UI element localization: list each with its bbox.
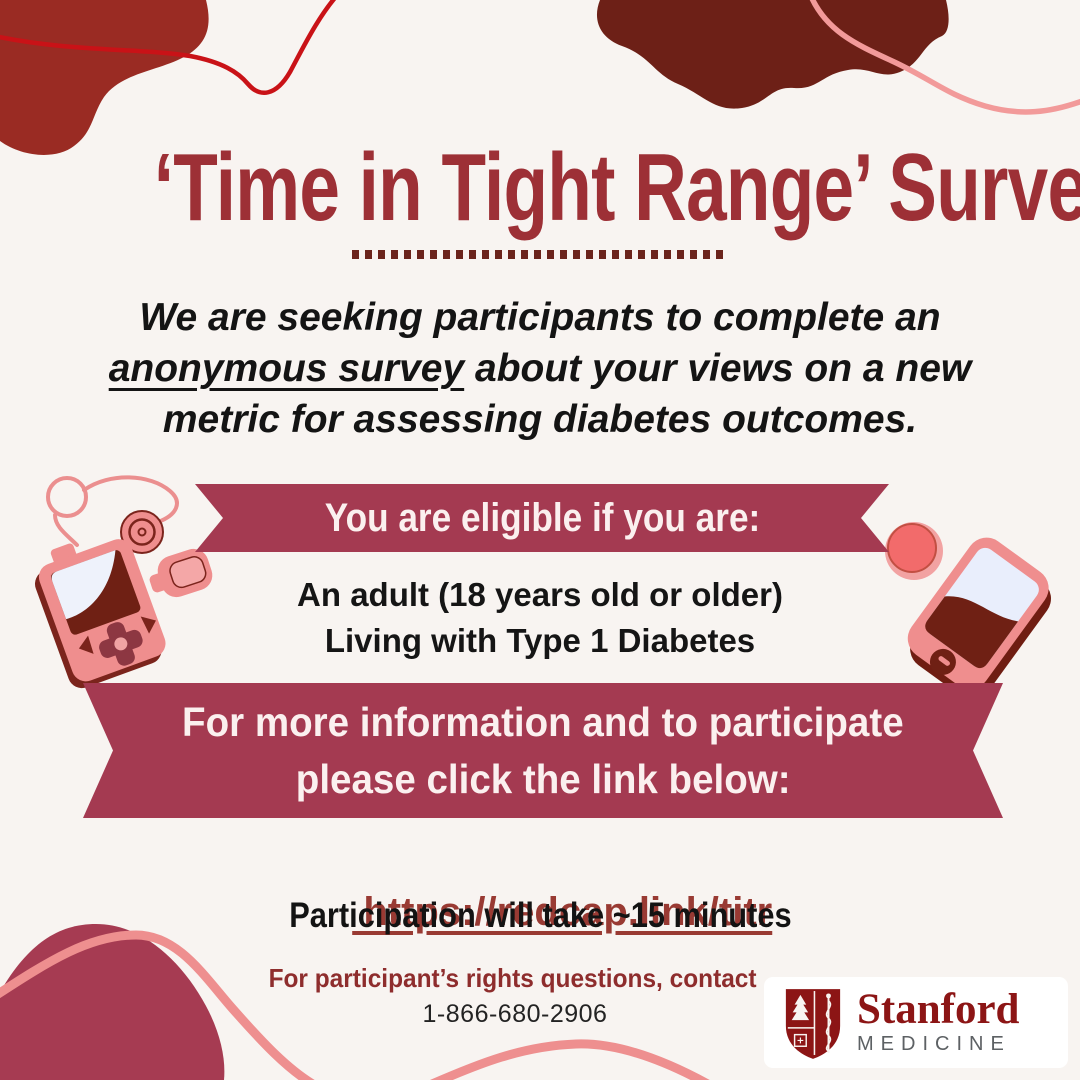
red-squiggle-line-icon: [0, 0, 337, 95]
survey-link[interactable]: https://redcap.link/titr: [352, 890, 773, 934]
pod-icon: [149, 548, 213, 598]
intro-line-2: anonymous survey about your views on a n…: [0, 343, 1080, 394]
eligibility-list: An adult (18 years old or older) Living …: [0, 572, 1080, 664]
dotted-divider: [352, 250, 728, 259]
rights-contact-text: For participant’s rights questions, cont…: [0, 963, 1026, 994]
intro-line-2-rest: about your views on a new: [464, 347, 972, 390]
rights-contact-label: For participant’s rights questions, cont…: [269, 963, 757, 993]
page-title-text: ‘Time in Tight Range’ Survey: [153, 134, 1080, 241]
participate-banner-line-1: For more information and to participate: [182, 698, 904, 745]
stanford-wordmark: Stanford: [857, 985, 1020, 1033]
insulin-pump-illustration-icon: [34, 475, 213, 689]
eligibility-item: Living with Type 1 Diabetes: [324, 622, 756, 659]
bottom-pink-wave-icon: [0, 930, 710, 1080]
eligibility-item: An adult (18 years old or older): [297, 576, 783, 613]
duration-text: Participation will take ~15 minutes: [0, 896, 1080, 936]
survey-link-row: https://redcap.link/titr: [0, 845, 1080, 980]
intro-line-3: metric for assessing diabetes outcomes.: [162, 398, 918, 441]
medicine-wordmark: MEDICINE: [857, 1032, 1011, 1055]
intro-underlined-text: anonymous survey: [108, 347, 465, 390]
eligibility-banner-label: You are eligible if you are:: [324, 495, 760, 540]
blob-top-right: [596, 0, 949, 109]
tree-glyph-icon: [791, 994, 810, 1020]
page-title: ‘Time in Tight Range’ Survey: [0, 140, 1080, 236]
participate-banner-line-2: please click the link below:: [295, 755, 791, 802]
maze-glyph-icon: [793, 1033, 807, 1047]
stanford-shield-icon: [785, 988, 841, 1059]
asclepius-staff-icon: [825, 992, 832, 1053]
eligibility-banner: You are eligible if you are:: [195, 484, 889, 552]
stanford-logo-card: Stanford MEDICINE: [764, 977, 1068, 1068]
blob-top-left: [0, 0, 209, 155]
participate-banner: For more information and to participate …: [83, 683, 1003, 818]
phone-number: 1-866-680-2906: [422, 1000, 608, 1028]
intro-paragraph: We are seeking participants to complete …: [0, 292, 1080, 445]
stanford-logo-text: Stanford MEDICINE: [857, 985, 1020, 1056]
duration-text-label: Participation will take ~15 minutes: [288, 896, 792, 935]
smartphone-illustration-icon: [885, 522, 1051, 700]
pink-curve-top-right-icon: [809, 0, 1080, 115]
intro-line-1: We are seeking participants to complete …: [139, 296, 941, 339]
